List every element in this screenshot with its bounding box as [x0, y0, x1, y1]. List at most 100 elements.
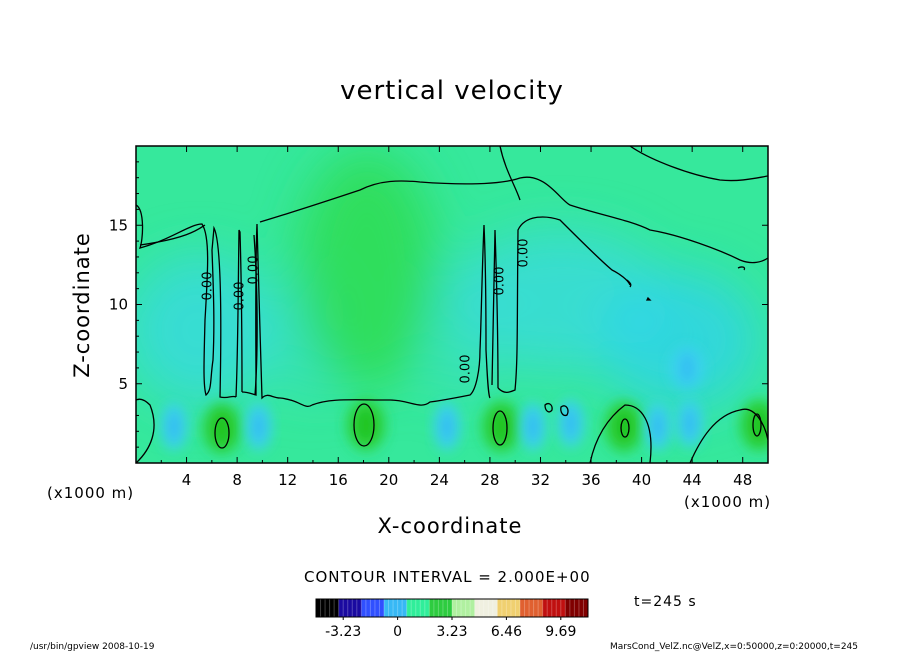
colorbar-segment [361, 599, 367, 617]
colorbar-tick-label: -3.23 [325, 624, 361, 640]
x-tick-label: 32 [531, 471, 550, 489]
contour-interval-label: CONTOUR INTERVAL = 2.000E+00 [304, 568, 591, 586]
colorbar-segment [452, 599, 458, 617]
colorbar-segment [461, 599, 467, 617]
colorbar-segment [456, 599, 462, 617]
x-tick-label: 40 [632, 471, 651, 489]
colorbar-segment [556, 599, 562, 617]
contour-label: 0.00 [459, 355, 474, 384]
colorbar-segment [565, 599, 571, 617]
x-axis-unit-right: (x1000 m) [684, 493, 772, 511]
downdraft-cell [518, 402, 547, 451]
updraft-cell [346, 398, 387, 451]
colorbar-segment [316, 599, 322, 617]
colorbar-segment [379, 599, 385, 617]
updraft-cell [330, 227, 410, 367]
colorbar-segment [506, 599, 512, 617]
colorbar-segment [569, 599, 575, 617]
x-tick-label: 4 [182, 471, 192, 489]
colorbar-segment [393, 599, 399, 617]
colorbar-segment [329, 599, 335, 617]
colorbar-segment [465, 599, 471, 617]
colorbar-segment [524, 599, 530, 617]
downdraft-cell [675, 399, 704, 448]
y-tick-label: 15 [109, 216, 128, 234]
x-tick-label: 44 [683, 471, 702, 489]
x-axis-label: X-coordinate [377, 514, 523, 538]
colorbar-segment [365, 599, 371, 617]
colorbar-segment [343, 599, 349, 617]
colorbar-segment [479, 599, 485, 617]
colorbar-segment [356, 599, 362, 617]
colorbar-segment [533, 599, 539, 617]
colorbar-segment [420, 599, 426, 617]
zero-contour-lines [136, 146, 768, 463]
x-tick-label: 20 [379, 471, 398, 489]
downdraft-cell [159, 402, 188, 451]
x-tick-label: 12 [278, 471, 297, 489]
footer-program-info: /usr/bin/gpview 2008-10-19 [30, 642, 155, 652]
contour-label: 0.00 [247, 256, 262, 285]
colorbar-segment [578, 599, 584, 617]
downdraft-cell [556, 399, 585, 448]
colorbar-segment [397, 599, 403, 617]
y-axis: 5 10 15 [109, 161, 768, 448]
downdraft-cell [244, 402, 273, 451]
updraft-cell [603, 400, 644, 453]
colorbar-segment [402, 599, 408, 617]
colorbar-segment [515, 599, 521, 617]
colorbar-segment [492, 599, 498, 617]
colorbar-segment [488, 599, 494, 617]
colorbar-segment [370, 599, 376, 617]
footer-data-source: MarsCond_VelZ.nc@VelZ,x=0:50000,z=0:2000… [610, 642, 858, 652]
colorbar-segment [529, 599, 535, 617]
colorbar-segment [538, 599, 544, 617]
contour-label: 0.00 [517, 239, 532, 268]
chart-title: vertical velocity [340, 76, 564, 106]
contour-label: 0.00 [201, 272, 216, 301]
colorbar-segment [429, 599, 435, 617]
colorbar-segment [438, 599, 444, 617]
x-tick-label: 48 [733, 471, 752, 489]
colorbar-segment [388, 599, 394, 617]
colorbar: -3.23 0 3.23 6.46 9.69 [315, 598, 589, 640]
colorbar-segment [442, 599, 448, 617]
downdraft-cell [432, 402, 461, 451]
x-tick-label: 8 [232, 471, 242, 489]
updraft-cell [739, 398, 768, 451]
colorbar-segment [542, 599, 548, 617]
colorbar-segment [411, 599, 417, 617]
colorbar-segment [560, 599, 566, 617]
colorbar-segment [447, 599, 453, 617]
colorbar-segment [352, 599, 358, 617]
x-tick-label: 24 [430, 471, 449, 489]
colorbar-segment [374, 599, 380, 617]
time-label: t=245 s [634, 594, 697, 610]
y-tick-label: 5 [118, 375, 128, 393]
contour-value-labels: 0.00 0.000.00 0.000.000.00 [201, 239, 532, 384]
downdraft-cell [669, 345, 706, 390]
x-axis: 4 8 12 16 20 24 28 32 36 40 44 48 [160, 146, 752, 489]
colorbar-segment [347, 599, 353, 617]
colorbar-tick-label: 0 [393, 624, 402, 640]
y-tick-label: 10 [109, 296, 128, 314]
y-axis-label: Z-coordinate [70, 232, 94, 378]
colorbar-segment [497, 599, 503, 617]
x-tick-label: 16 [329, 471, 348, 489]
colorbar-tick-label: 3.23 [436, 624, 467, 640]
x-tick-label: 28 [480, 471, 499, 489]
colorbar-segment [325, 599, 331, 617]
colorbar-segment [574, 599, 580, 617]
colorbar-segment [547, 599, 553, 617]
colorbar-segment [433, 599, 439, 617]
colorbar-segment [384, 599, 390, 617]
colorbar-tick-label: 9.69 [545, 624, 576, 640]
x-axis-unit-left: (x1000 m) [47, 484, 135, 502]
colorbar-segment [583, 599, 589, 617]
colorbar-segment [510, 599, 516, 617]
contour-label: 0.00 [233, 282, 248, 311]
colorbar-segment [483, 599, 489, 617]
x-tick-label: 36 [581, 471, 600, 489]
contour-label: 0.00 [493, 267, 508, 296]
